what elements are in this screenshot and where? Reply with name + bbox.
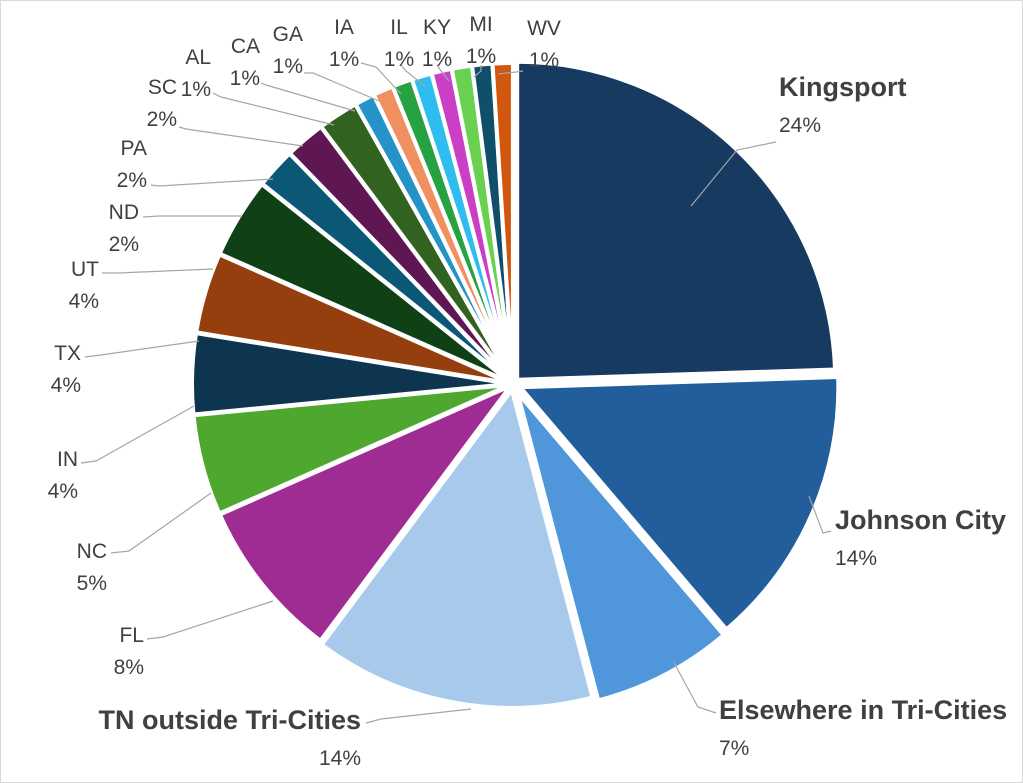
data-label-category: TN outside Tri-Cities xyxy=(98,705,361,735)
data-label-percent: 4% xyxy=(69,290,99,313)
data-label-percent: 4% xyxy=(48,480,78,503)
data-label-category: IA xyxy=(334,16,354,39)
leader-line xyxy=(360,62,402,95)
data-label-category: KY xyxy=(423,16,451,39)
leader-line xyxy=(178,126,304,147)
pie-slices xyxy=(190,59,841,710)
data-label-category: TX xyxy=(54,342,81,365)
data-label-percent: 14% xyxy=(835,547,877,570)
data-label-category: GA xyxy=(273,23,303,46)
leader-line xyxy=(808,495,832,534)
leader-line xyxy=(142,215,241,218)
data-label-percent: 1% xyxy=(384,48,414,71)
leader-line xyxy=(146,600,274,640)
leader-line xyxy=(365,708,472,724)
data-label-percent: 2% xyxy=(109,233,139,256)
data-label-percent: 8% xyxy=(114,656,144,679)
data-label-category: Kingsport xyxy=(779,72,907,102)
data-label-percent: 4% xyxy=(51,374,81,397)
leader-line xyxy=(497,70,524,75)
leader-line xyxy=(436,64,450,82)
data-label-percent: 1% xyxy=(273,55,303,78)
data-label-category: NC xyxy=(77,540,107,563)
data-label-category: ND xyxy=(109,201,139,224)
data-label-percent: 24% xyxy=(779,114,821,137)
data-label-percent: 1% xyxy=(466,45,496,68)
data-label-category: CA xyxy=(231,35,260,58)
pie-slice-fl xyxy=(217,380,517,644)
leader-line xyxy=(304,72,380,102)
data-label-percent: 14% xyxy=(319,747,361,770)
data-labels: Kingsport 24% Johnson City 14% Elsewhere in … xyxy=(48,13,1007,770)
data-label-category: IN xyxy=(57,448,78,471)
leader-line xyxy=(84,340,200,358)
data-label-category: Johnson City xyxy=(835,505,1006,535)
data-label-percent: 7% xyxy=(719,737,749,760)
data-label-category: Elsewhere in Tri-Cities xyxy=(719,695,1007,725)
data-label-category: AL xyxy=(185,46,211,69)
data-label-percent: 2% xyxy=(117,169,147,192)
data-label-percent: 1% xyxy=(181,78,211,101)
pie-slice-elsewhere-in-tri-cities xyxy=(515,391,727,703)
data-label-category: SC xyxy=(148,76,177,99)
data-label-percent: 2% xyxy=(147,108,177,131)
pie-slice-wv xyxy=(490,61,515,382)
pie-slice-johnson-city xyxy=(516,374,841,633)
pie-slice-tn-outside-tri-cities xyxy=(318,385,595,710)
data-label-category: PA xyxy=(121,137,147,160)
data-label-category: UT xyxy=(71,258,99,281)
leader-line xyxy=(473,65,482,78)
leader-line xyxy=(672,660,717,714)
data-label-percent: 5% xyxy=(77,572,107,595)
leader-line xyxy=(260,82,356,112)
data-label-category: FL xyxy=(119,624,144,647)
data-label-category: IL xyxy=(390,16,408,39)
leader-line xyxy=(110,492,212,554)
leader-line xyxy=(212,92,335,126)
data-label-percent: 1% xyxy=(529,49,559,72)
pie-slice-kingsport xyxy=(515,59,838,382)
data-label-percent: 1% xyxy=(230,67,260,90)
data-label-category: WV xyxy=(527,17,561,40)
data-label-percent: 1% xyxy=(329,48,359,71)
leader-line xyxy=(80,405,195,464)
data-label-percent: 1% xyxy=(422,48,452,71)
data-label-category: MI xyxy=(469,13,492,36)
leader-line xyxy=(102,268,214,274)
leader-line xyxy=(400,64,427,88)
leader-line xyxy=(150,178,274,187)
leader-line xyxy=(690,141,777,207)
leader-lines xyxy=(80,62,832,724)
